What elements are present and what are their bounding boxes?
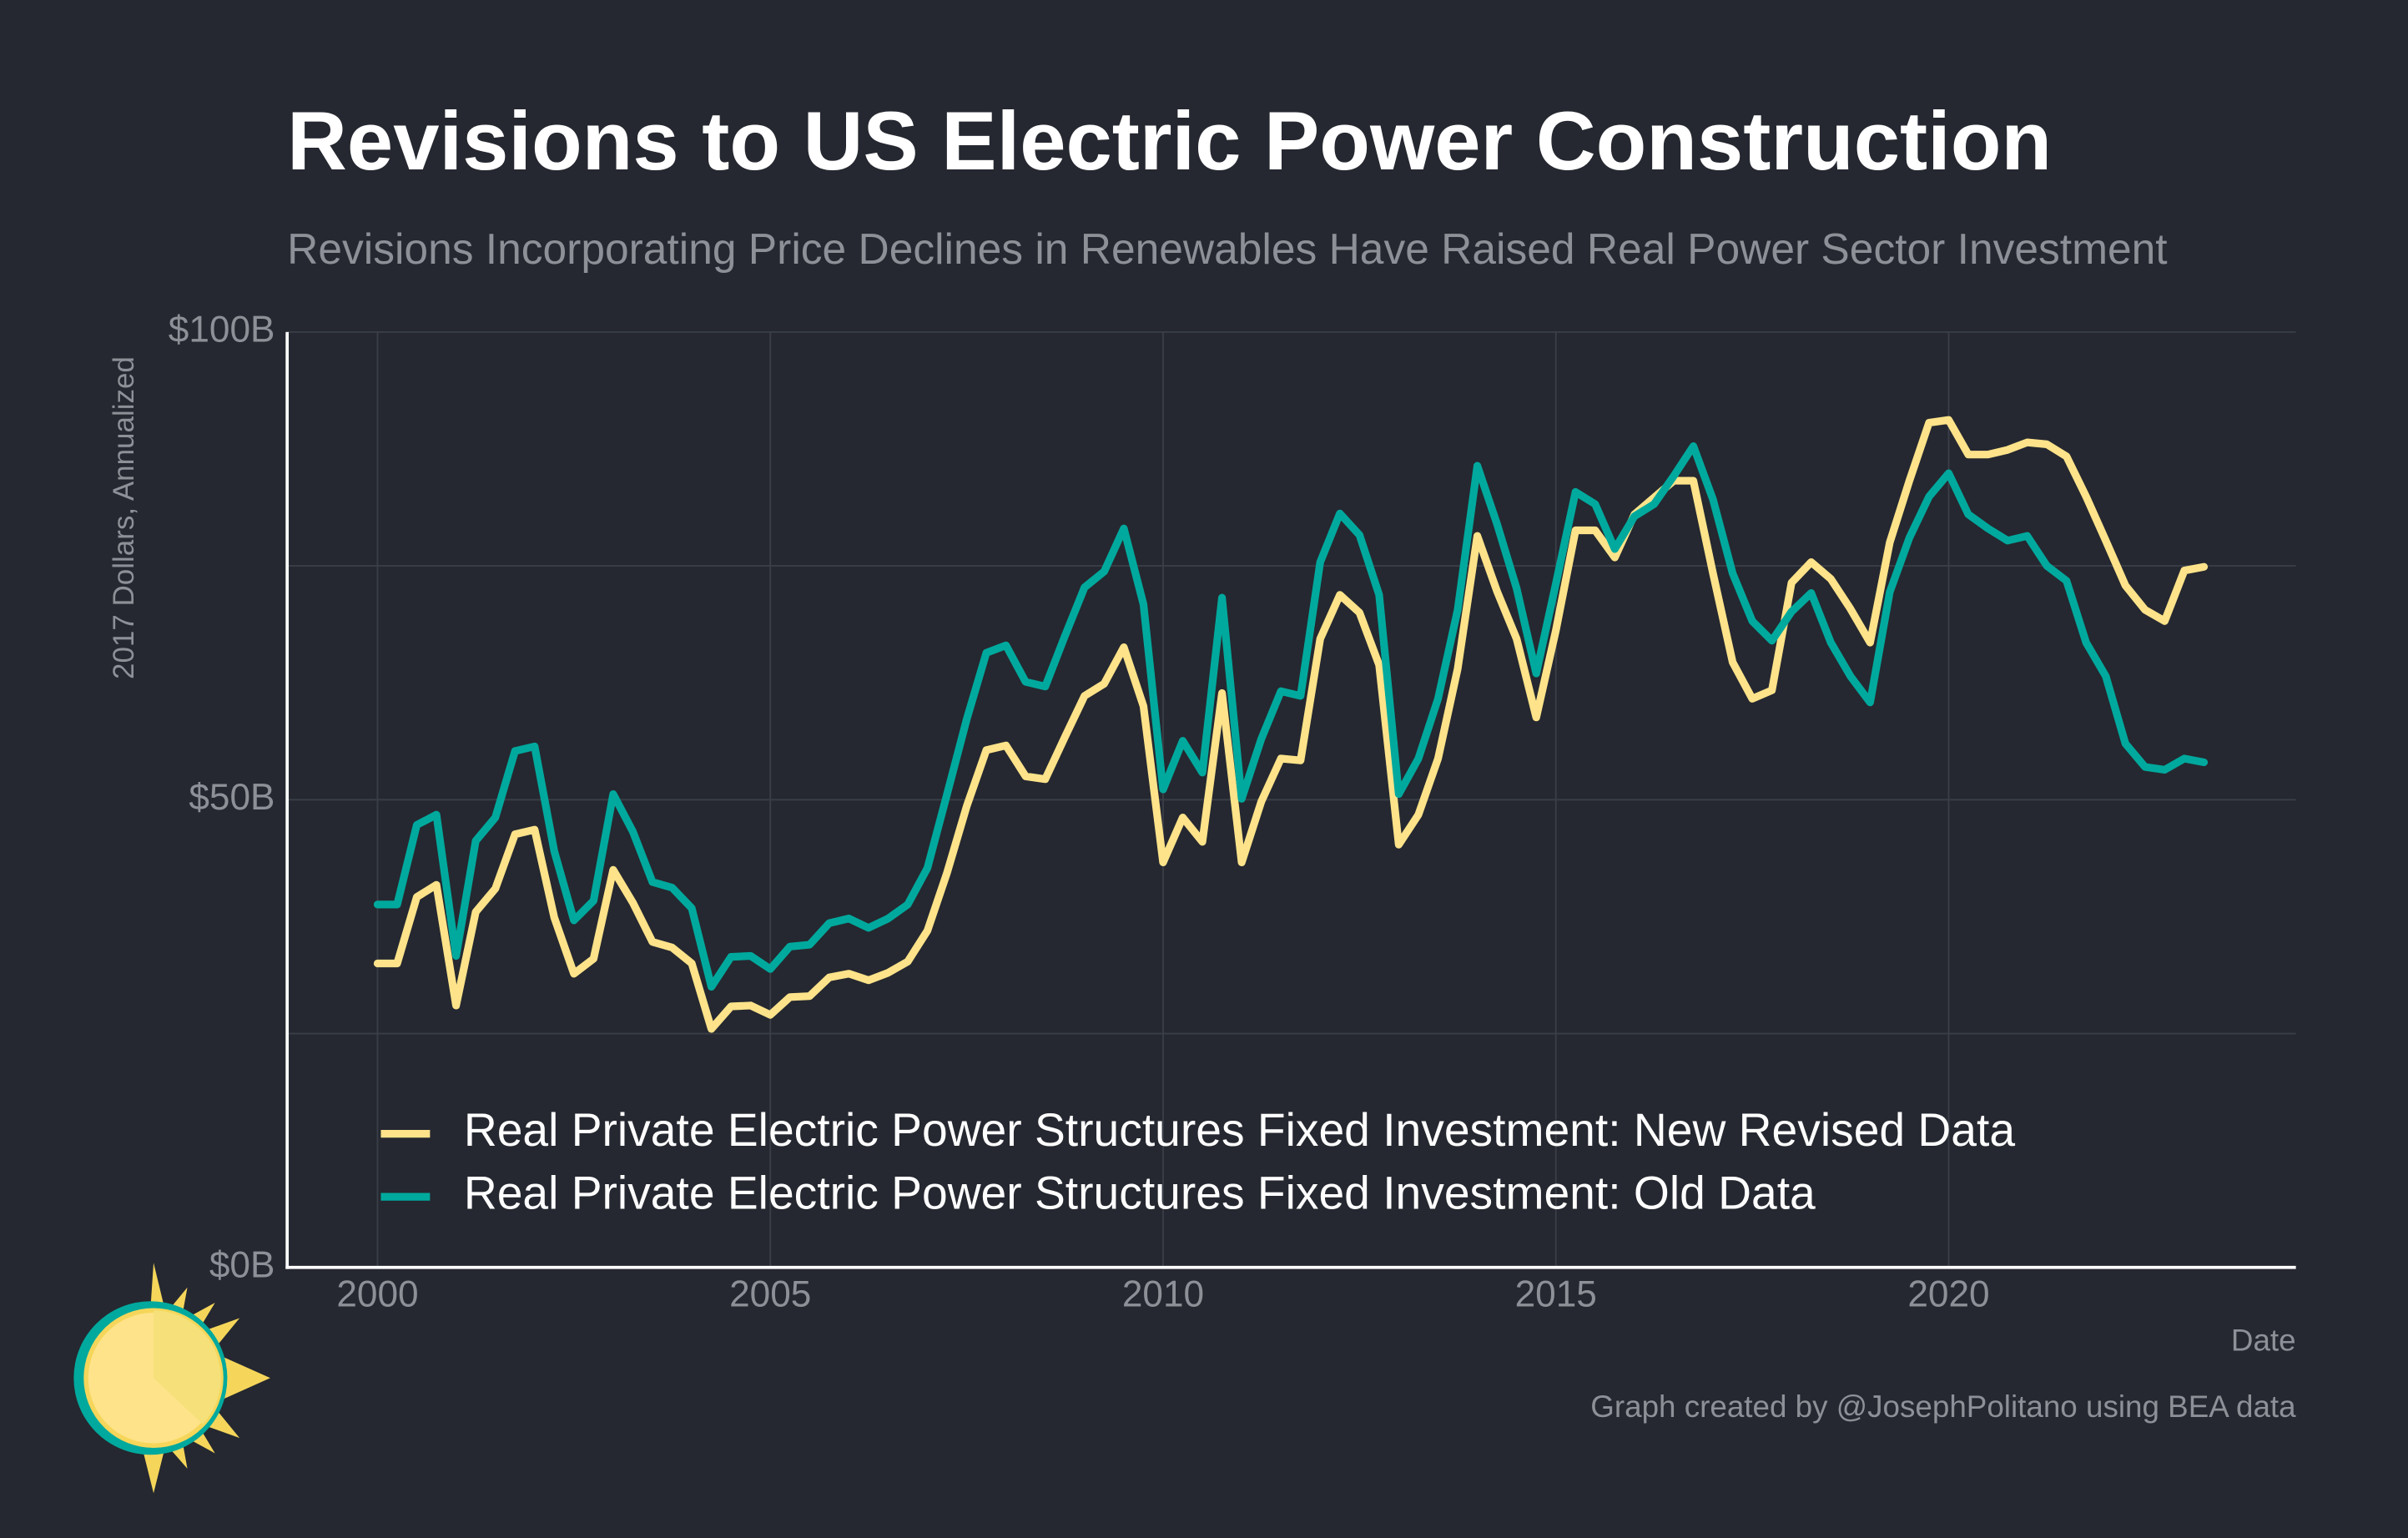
chart-title: Revisions to US Electric Power Construct… — [287, 95, 2052, 188]
x-tick-label: 2010 — [1122, 1273, 1204, 1314]
x-tick-label: 2020 — [1907, 1273, 1989, 1314]
legend-label: Real Private Electric Power Structures F… — [464, 1167, 1816, 1219]
x-tick-label: 2005 — [729, 1273, 811, 1314]
x-tick-label: 2000 — [336, 1273, 418, 1314]
plot-area: $0B $50B $100B 2000 2005 2010 2015 2020 Real Pri… — [169, 310, 2296, 1314]
y-tick-label: $0B — [209, 1244, 275, 1285]
logo — [73, 1263, 270, 1494]
y-tick-label: $100B — [169, 310, 275, 350]
x-axis-label: Date — [2231, 1324, 2296, 1358]
series-line — [373, 442, 2209, 991]
y-tick-label: $50B — [189, 777, 275, 818]
x-tick-label: 2015 — [1515, 1273, 1597, 1314]
source-note: Graph created by @JosephPolitano using B… — [1590, 1389, 2296, 1424]
series-line — [373, 416, 2209, 1033]
y-axis-label: 2017 Dollars, Annualized — [108, 356, 140, 679]
chart-subtitle: Revisions Incorporating Price Declines i… — [287, 224, 2167, 273]
legend-label: Real Private Electric Power Structures F… — [464, 1104, 2015, 1156]
